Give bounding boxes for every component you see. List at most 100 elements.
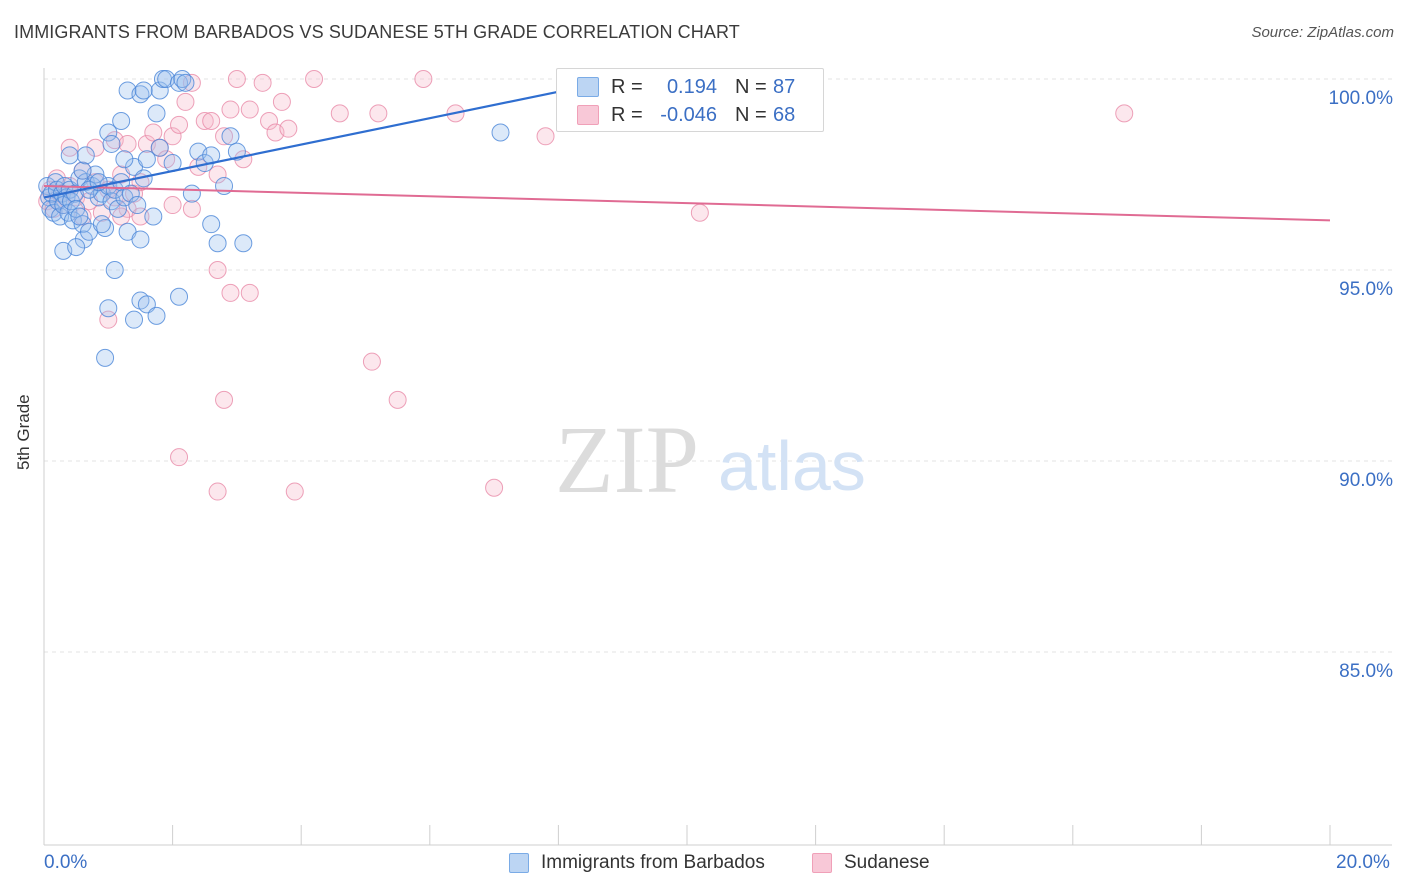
data-point (285, 482, 304, 501)
bottom-legend: Immigrants from Barbados Sudanese (0, 852, 1406, 878)
y-tick-label: 85.0% (1339, 661, 1393, 682)
data-point (144, 207, 163, 226)
data-point (176, 73, 195, 92)
data-point (1115, 104, 1134, 123)
data-point (330, 104, 349, 123)
bottom-legend-barbados[interactable]: Immigrants from Barbados (509, 852, 765, 874)
data-point (163, 196, 182, 215)
data-point (131, 230, 150, 249)
legend-n-value: 68 (773, 103, 796, 126)
x-tick-left: 0.0% (44, 852, 88, 873)
data-point (208, 234, 227, 253)
data-point (202, 112, 221, 131)
data-point (260, 112, 279, 131)
data-point (67, 238, 86, 257)
data-point (128, 196, 147, 215)
y-tick-label: 95.0% (1339, 279, 1393, 300)
data-point (137, 150, 156, 169)
y-axis-label: 5th Grade (14, 394, 33, 470)
data-point (102, 134, 121, 153)
data-point (73, 161, 92, 180)
series-sudanese-points (38, 70, 1134, 501)
data-point (221, 283, 240, 302)
data-point (208, 261, 227, 279)
data-point (147, 104, 166, 123)
legend-n-label: N = (735, 103, 767, 126)
trend-line-barbados (43, 89, 566, 199)
x-tick-right: 20.0% (1336, 852, 1390, 873)
bottom-legend-sudanese[interactable]: Sudanese (812, 852, 930, 874)
data-point (388, 390, 407, 409)
data-point (76, 146, 95, 165)
data-point (125, 310, 144, 329)
data-point (112, 112, 131, 131)
data-point (108, 199, 127, 218)
data-point (170, 287, 189, 306)
data-point (208, 165, 227, 184)
data-point (202, 215, 221, 234)
data-point (215, 127, 234, 146)
data-point (536, 127, 555, 146)
data-point (131, 207, 150, 226)
data-point (195, 112, 214, 131)
data-point (414, 70, 433, 88)
trend-line-sudanese (43, 184, 1331, 222)
data-point (221, 100, 240, 119)
data-point (163, 127, 182, 146)
data-point (215, 390, 234, 409)
legend-r-value: -0.046 (660, 103, 717, 126)
data-point (70, 207, 89, 226)
legend-swatch-blue (577, 77, 599, 97)
bottom-legend-label: Sudanese (844, 852, 930, 873)
data-point (208, 482, 227, 501)
data-point (272, 92, 291, 111)
data-point (221, 127, 240, 146)
y-tick-labels: 100.0% 95.0% 90.0% 85.0% (1329, 88, 1394, 682)
data-point (115, 150, 134, 169)
data-point (485, 478, 504, 497)
watermark-atlas: atlas (718, 427, 866, 505)
data-point (92, 215, 111, 234)
trend-lines (43, 89, 1331, 222)
data-point (60, 146, 79, 165)
data-point (227, 70, 246, 88)
data-point (305, 70, 324, 88)
chart-title: IMMIGRANTS FROM BARBADOS VS SUDANESE 5TH… (14, 22, 740, 42)
data-point (690, 203, 709, 222)
data-point (60, 138, 79, 157)
legend-r-value: 0.194 (666, 75, 717, 98)
data-point (147, 306, 166, 325)
data-point (362, 352, 381, 371)
data-point (99, 123, 118, 142)
data-point (253, 73, 272, 92)
data-point (234, 234, 253, 253)
data-point (170, 115, 189, 134)
data-point (137, 295, 156, 314)
legend-n-value: 87 (773, 75, 796, 98)
data-point (182, 184, 201, 203)
watermark: ZIP atlas (555, 406, 866, 513)
legend-swatch-blue (509, 853, 529, 873)
y-tick-label: 90.0% (1339, 470, 1393, 491)
data-point (134, 81, 153, 100)
data-point (105, 261, 124, 279)
data-point (170, 448, 189, 467)
data-point (240, 283, 259, 302)
data-point (150, 81, 169, 100)
y-tick-label: 100.0% (1329, 88, 1394, 109)
data-point (150, 138, 169, 157)
legend-n-label: N = (735, 75, 767, 98)
data-point (144, 123, 163, 142)
data-point (491, 123, 510, 142)
legend-r-label: R = (611, 75, 643, 98)
bottom-legend-label: Immigrants from Barbados (541, 852, 765, 873)
data-point (176, 92, 195, 111)
legend-row-barbados: R = 0.194 N = 87 (577, 75, 795, 99)
watermark-zip: ZIP (555, 406, 699, 513)
source-label: Source: ZipAtlas.com (1251, 24, 1394, 41)
data-point (240, 100, 259, 119)
legend-swatch-pink (577, 105, 599, 125)
data-point (369, 104, 388, 123)
legend-swatch-pink (812, 853, 832, 873)
